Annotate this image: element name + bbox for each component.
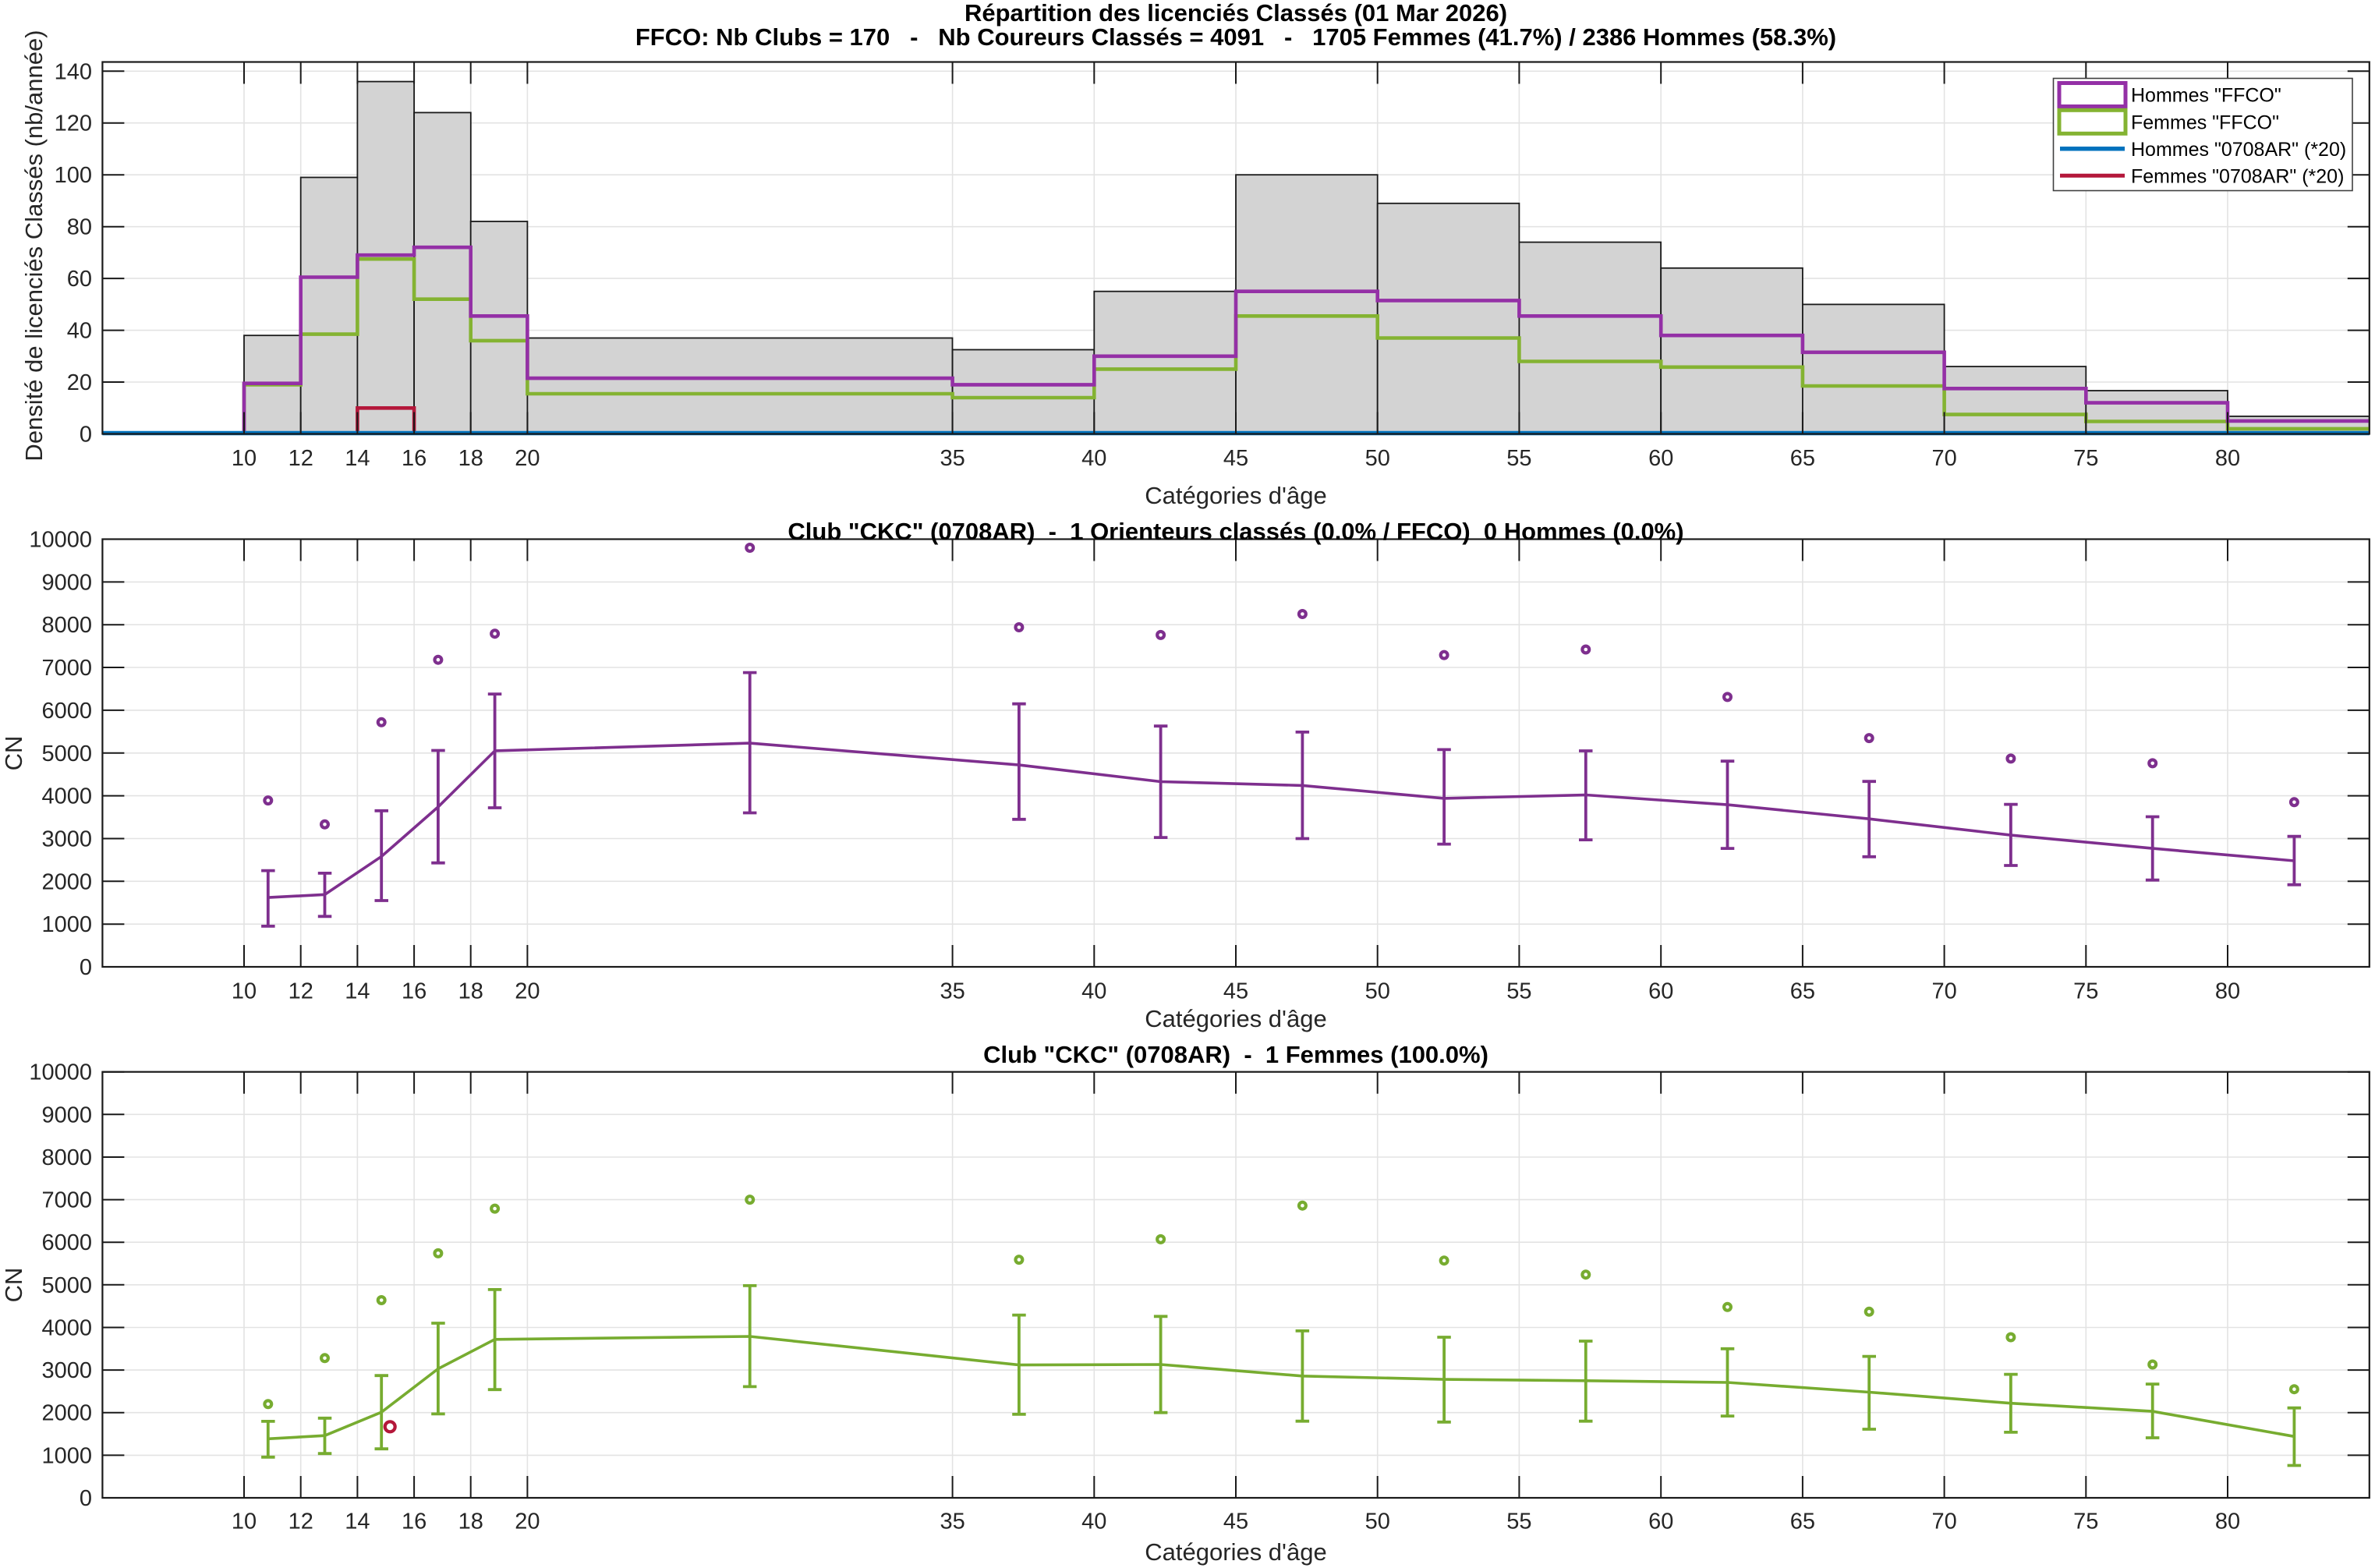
svg-text:3000: 3000 bbox=[41, 1358, 92, 1383]
svg-text:Catégories d'âge: Catégories d'âge bbox=[1145, 1005, 1326, 1032]
svg-text:50: 50 bbox=[1365, 446, 1390, 471]
svg-text:18: 18 bbox=[458, 446, 483, 471]
svg-text:40: 40 bbox=[67, 319, 92, 344]
svg-text:4000: 4000 bbox=[41, 784, 92, 809]
svg-text:18: 18 bbox=[458, 979, 483, 1004]
svg-text:16: 16 bbox=[402, 446, 427, 471]
svg-text:3000: 3000 bbox=[41, 827, 92, 852]
svg-text:10: 10 bbox=[232, 446, 257, 471]
svg-text:35: 35 bbox=[940, 446, 965, 471]
svg-text:Répartition des licenciés Clas: Répartition des licenciés Classés (01 Ma… bbox=[965, 0, 1507, 27]
svg-text:60: 60 bbox=[1648, 979, 1673, 1004]
svg-text:0: 0 bbox=[80, 955, 92, 980]
svg-text:4000: 4000 bbox=[41, 1316, 92, 1341]
svg-text:40: 40 bbox=[1081, 446, 1106, 471]
svg-text:8000: 8000 bbox=[41, 1145, 92, 1170]
svg-text:75: 75 bbox=[2073, 979, 2098, 1004]
svg-text:45: 45 bbox=[1223, 979, 1248, 1004]
svg-text:12: 12 bbox=[288, 446, 313, 471]
svg-text:10000: 10000 bbox=[29, 1060, 92, 1085]
svg-text:65: 65 bbox=[1790, 1510, 1815, 1534]
svg-text:5000: 5000 bbox=[41, 742, 92, 766]
svg-text:FFCO: Nb Clubs = 170 - Nb: FFCO: Nb Clubs = 170 - Nb Coureurs Class… bbox=[635, 23, 1836, 51]
svg-text:45: 45 bbox=[1223, 1510, 1248, 1534]
svg-text:14: 14 bbox=[345, 446, 370, 471]
svg-text:CN: CN bbox=[0, 736, 27, 771]
svg-text:1000: 1000 bbox=[41, 912, 92, 937]
svg-text:20: 20 bbox=[515, 979, 540, 1004]
svg-text:Catégories d'âge: Catégories d'âge bbox=[1145, 482, 1326, 509]
svg-text:80: 80 bbox=[2215, 1510, 2240, 1534]
svg-text:Femmes "FFCO": Femmes "FFCO" bbox=[2131, 111, 2279, 133]
svg-text:60: 60 bbox=[1648, 446, 1673, 471]
svg-text:7000: 7000 bbox=[41, 656, 92, 681]
svg-text:20: 20 bbox=[67, 370, 92, 395]
svg-text:12: 12 bbox=[288, 979, 313, 1004]
svg-text:14: 14 bbox=[345, 979, 370, 1004]
svg-text:Hommes "FFCO": Hommes "FFCO" bbox=[2131, 85, 2281, 107]
svg-text:10: 10 bbox=[232, 1510, 257, 1534]
svg-text:10000: 10000 bbox=[29, 528, 92, 553]
svg-text:5000: 5000 bbox=[41, 1273, 92, 1298]
svg-text:Catégories d'âge: Catégories d'âge bbox=[1145, 1538, 1326, 1566]
svg-text:55: 55 bbox=[1506, 446, 1531, 471]
svg-text:70: 70 bbox=[1931, 979, 1956, 1004]
svg-text:8000: 8000 bbox=[41, 613, 92, 638]
svg-text:16: 16 bbox=[402, 979, 427, 1004]
svg-text:2000: 2000 bbox=[41, 1401, 92, 1426]
svg-text:6000: 6000 bbox=[41, 699, 92, 724]
svg-text:9000: 9000 bbox=[41, 570, 92, 595]
svg-text:6000: 6000 bbox=[41, 1230, 92, 1255]
svg-text:60: 60 bbox=[1648, 1510, 1673, 1534]
svg-text:140: 140 bbox=[55, 59, 92, 84]
svg-text:35: 35 bbox=[940, 1510, 965, 1534]
svg-text:40: 40 bbox=[1081, 979, 1106, 1004]
svg-text:12: 12 bbox=[288, 1510, 313, 1534]
svg-text:60: 60 bbox=[67, 267, 92, 292]
svg-text:9000: 9000 bbox=[41, 1103, 92, 1127]
svg-text:2000: 2000 bbox=[41, 869, 92, 894]
svg-text:0: 0 bbox=[80, 1486, 92, 1511]
svg-text:20: 20 bbox=[515, 446, 540, 471]
svg-text:65: 65 bbox=[1790, 446, 1815, 471]
svg-text:Hommes "0708AR" (*20): Hommes "0708AR" (*20) bbox=[2131, 139, 2346, 161]
svg-text:55: 55 bbox=[1506, 1510, 1531, 1534]
svg-text:16: 16 bbox=[402, 1510, 427, 1534]
svg-text:50: 50 bbox=[1365, 1510, 1390, 1534]
svg-text:80: 80 bbox=[2215, 979, 2240, 1004]
svg-text:45: 45 bbox=[1223, 446, 1248, 471]
svg-text:80: 80 bbox=[67, 215, 92, 240]
svg-text:55: 55 bbox=[1506, 979, 1531, 1004]
svg-text:70: 70 bbox=[1931, 1510, 1956, 1534]
svg-text:75: 75 bbox=[2073, 446, 2098, 471]
svg-text:100: 100 bbox=[55, 163, 92, 188]
svg-text:14: 14 bbox=[345, 1510, 370, 1534]
svg-text:10: 10 bbox=[232, 979, 257, 1004]
svg-text:0: 0 bbox=[80, 423, 92, 448]
svg-text:Densité de licenciés Classés (: Densité de licenciés Classés (nb/année) bbox=[20, 30, 48, 461]
svg-text:75: 75 bbox=[2073, 1510, 2098, 1534]
svg-text:Femmes "0708AR" (*20): Femmes "0708AR" (*20) bbox=[2131, 165, 2344, 187]
svg-text:Club "CKC" (0708AR) - 1 Femm: Club "CKC" (0708AR) - 1 Femmes (100.0%) bbox=[983, 1041, 1488, 1068]
svg-text:35: 35 bbox=[940, 979, 965, 1004]
svg-text:40: 40 bbox=[1081, 1510, 1106, 1534]
svg-text:1000: 1000 bbox=[41, 1443, 92, 1468]
svg-text:65: 65 bbox=[1790, 979, 1815, 1004]
svg-text:18: 18 bbox=[458, 1510, 483, 1534]
svg-text:Club "CKC" (0708AR) - 1 Orie: Club "CKC" (0708AR) - 1 Orienteurs class… bbox=[788, 518, 1683, 545]
svg-text:20: 20 bbox=[515, 1510, 540, 1534]
svg-text:70: 70 bbox=[1931, 446, 1956, 471]
svg-text:80: 80 bbox=[2215, 446, 2240, 471]
svg-text:50: 50 bbox=[1365, 979, 1390, 1004]
svg-text:CN: CN bbox=[0, 1268, 27, 1303]
svg-text:120: 120 bbox=[55, 111, 92, 136]
svg-text:7000: 7000 bbox=[41, 1188, 92, 1213]
